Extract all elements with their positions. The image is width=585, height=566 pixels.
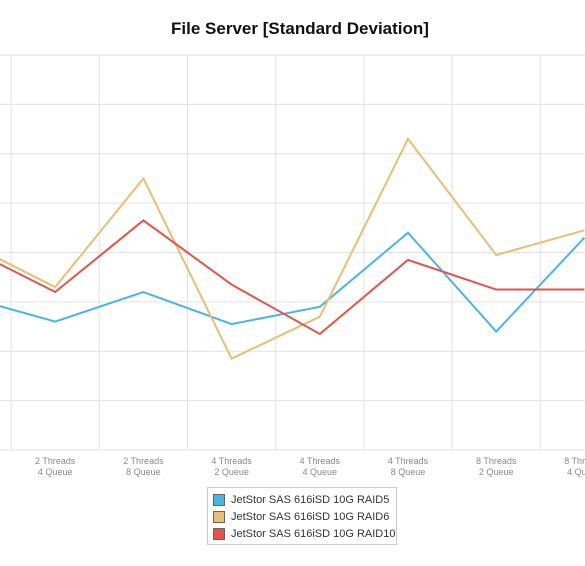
x-tick-label: 2 Threads 4 Queue [35, 456, 76, 477]
x-tick-label: 4 Threads 2 Queue [211, 456, 252, 477]
x-tick-label: 4 Threads 4 Queue [300, 456, 341, 477]
legend-label: JetStor SAS 616iSD 10G RAID6 [231, 510, 390, 523]
legend-swatch [213, 510, 225, 523]
legend-swatch [213, 493, 225, 506]
series-lines [0, 137, 585, 360]
series-line-2[interactable] [0, 137, 585, 360]
x-tick-label: 4 Threads 8 Queue [388, 456, 429, 477]
chart-title: File Server [Standard Deviation] [171, 19, 429, 38]
series-line-3[interactable] [0, 219, 585, 336]
legend-label: JetStor SAS 616iSD 10G RAID5 [231, 493, 390, 506]
legend: JetStor SAS 616iSD 10G RAID5 JetStor SAS … [207, 487, 397, 545]
series-line-1[interactable] [0, 231, 585, 333]
x-tick-label: 2 Threads 8 Queue [123, 456, 164, 477]
legend-item-2[interactable]: JetStor SAS 616iSD 10G RAID6 [213, 508, 396, 525]
legend-label: JetStor SAS 616iSD 10G RAID10 [231, 527, 396, 540]
legend-item-3[interactable]: JetStor SAS 616iSD 10G RAID10 [213, 525, 396, 542]
grid [0, 54, 585, 451]
legend-item-1[interactable]: JetStor SAS 616iSD 10G RAID5 [213, 491, 396, 508]
x-tick-label: 8 Threads 2 Queue [476, 456, 517, 477]
legend-swatch [213, 527, 225, 540]
x-axis-ticks: 2 Threads 4 Queue 2 Threads 8 Queue 4 Thread… [35, 456, 585, 477]
